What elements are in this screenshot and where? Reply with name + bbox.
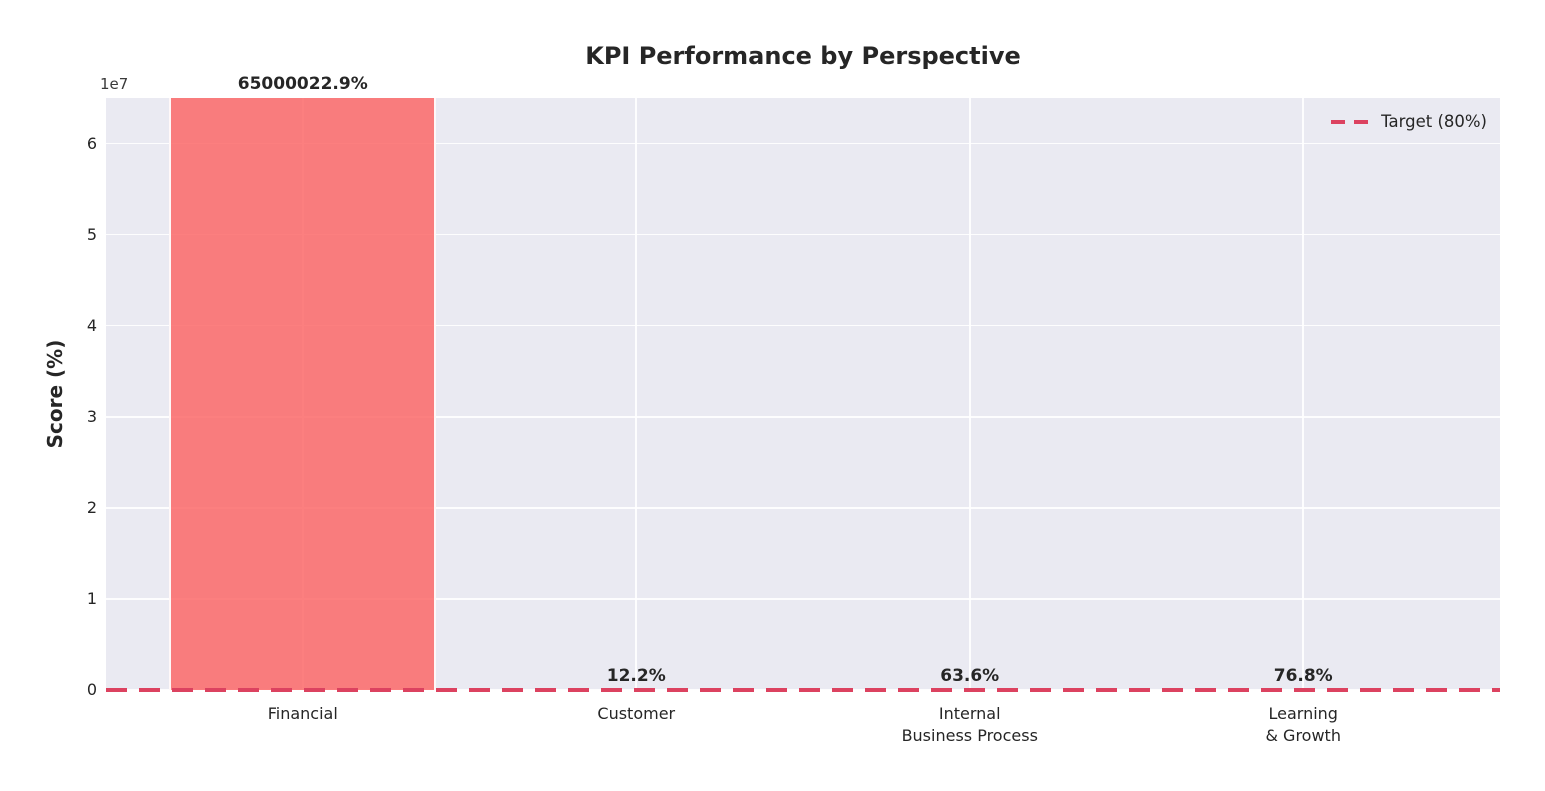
bar-financial <box>169 98 437 690</box>
legend: Target (80%) <box>1331 112 1487 131</box>
grid-line-horizontal <box>106 598 1500 600</box>
target-line <box>106 688 1500 692</box>
grid-line-horizontal <box>106 233 1500 236</box>
grid-line-horizontal <box>106 324 1500 327</box>
y-tick-label: 0 <box>86 680 97 699</box>
grid-line-horizontal <box>106 142 1500 145</box>
x-tick-label: Learning & Growth <box>1265 704 1341 745</box>
y-tick-label: 4 <box>86 315 97 335</box>
bar-value-label: 65000022.9% <box>237 74 368 94</box>
target-dashed-line-icon <box>1331 119 1369 124</box>
x-tick-label: Financial <box>267 704 338 723</box>
y-tick-label: 1 <box>86 588 97 608</box>
chart-title: KPI Performance by Perspective <box>585 42 1021 70</box>
y-tick-label: 6 <box>86 133 97 153</box>
y-tick-label: 5 <box>86 224 97 244</box>
y-tick-label: 2 <box>86 497 97 517</box>
x-tick-label: Internal Business Process <box>901 704 1038 745</box>
grid-line-horizontal <box>106 415 1500 418</box>
y-tick-label: 3 <box>86 406 97 426</box>
grid-line-vertical <box>968 98 971 690</box>
grid-line-horizontal <box>106 507 1500 509</box>
bar-value-label: 76.8% <box>1273 665 1333 686</box>
y-axis-label: Score (%) <box>43 339 67 449</box>
y-axis-offset-text: 1e7 <box>100 75 129 93</box>
grid-line-vertical <box>1302 98 1305 690</box>
x-tick-label: Customer <box>597 704 676 723</box>
plot-area <box>106 98 1500 692</box>
grid-line-vertical <box>635 98 638 690</box>
bar-value-label: 12.2% <box>606 665 666 686</box>
legend-label: Target (80%) <box>1381 112 1487 131</box>
bar-value-label: 63.6% <box>940 665 1000 686</box>
